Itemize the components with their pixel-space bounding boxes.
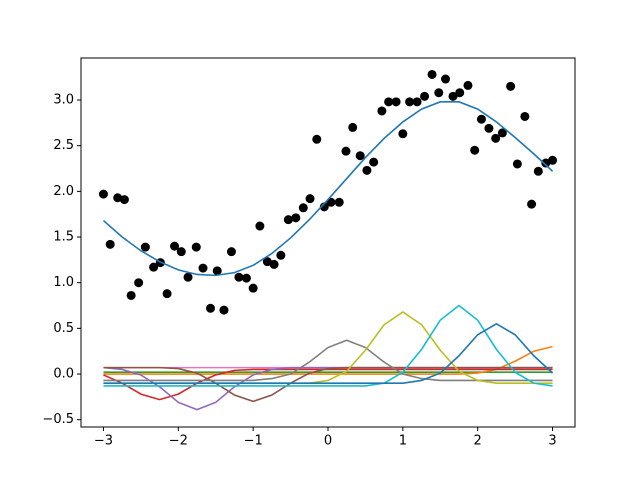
point (162, 289, 172, 299)
point (398, 129, 408, 139)
point (548, 155, 558, 165)
point (219, 305, 229, 315)
point (448, 91, 458, 101)
point (269, 259, 279, 269)
x-tick-label: −1 (244, 434, 263, 449)
point (183, 272, 193, 282)
point (476, 114, 486, 124)
point (126, 290, 136, 300)
point (491, 133, 501, 143)
point (506, 81, 516, 91)
point (198, 263, 208, 273)
line (103, 366, 553, 403)
x-tick-label: −2 (169, 434, 188, 449)
point (427, 69, 437, 79)
point (412, 97, 422, 107)
point (262, 257, 272, 267)
point (455, 88, 465, 98)
point (205, 303, 215, 313)
point (420, 91, 430, 101)
point (255, 221, 265, 231)
point (484, 123, 494, 133)
point (291, 213, 301, 223)
point (226, 247, 236, 257)
point (391, 97, 401, 107)
point (384, 97, 394, 107)
point (470, 145, 480, 155)
point (276, 250, 286, 260)
y-tick-label: 0.5 (53, 321, 74, 336)
point (134, 278, 144, 288)
point (527, 199, 537, 209)
point (170, 241, 180, 251)
line (103, 368, 553, 401)
point (298, 203, 308, 213)
y-tick-label: 1.5 (53, 230, 74, 245)
y-tick-label: 2.5 (53, 138, 74, 153)
line (103, 322, 554, 384)
point (377, 106, 387, 116)
x-tick-label: 2 (474, 434, 482, 449)
point (405, 97, 415, 107)
point (312, 134, 322, 144)
point (520, 111, 530, 121)
point (176, 247, 186, 257)
point (497, 128, 507, 138)
point (319, 202, 329, 212)
point (105, 239, 115, 249)
point (234, 272, 244, 282)
x-tick-label: 3 (548, 434, 556, 449)
axes-frame (80, 57, 576, 428)
point (441, 74, 451, 84)
point (463, 80, 473, 90)
y-tick-label: 1.0 (53, 275, 74, 290)
point (119, 195, 129, 205)
y-tick-label: 3.0 (53, 93, 74, 108)
y-tick-label: 0.0 (53, 367, 74, 382)
y-tick-label: −0.5 (42, 412, 74, 427)
point (355, 151, 365, 161)
x-tick-label: 0 (324, 434, 332, 449)
point (348, 122, 358, 132)
line (102, 101, 554, 277)
point (362, 165, 372, 175)
point (212, 266, 222, 276)
point (113, 193, 123, 203)
point (191, 242, 201, 252)
point (541, 158, 551, 168)
point (305, 194, 315, 204)
point (341, 146, 351, 156)
point (512, 159, 522, 169)
y-tick-label: 2.0 (53, 184, 74, 199)
point (241, 273, 251, 283)
point (248, 283, 258, 293)
point (140, 242, 150, 252)
point (533, 166, 543, 176)
point (283, 215, 293, 225)
point (149, 262, 159, 272)
line (103, 345, 553, 375)
point (334, 197, 344, 207)
x-tick-label: −3 (94, 434, 113, 449)
point (326, 197, 336, 207)
point (98, 189, 108, 199)
x-tick-label: 1 (399, 434, 407, 449)
point (434, 88, 444, 98)
line (103, 304, 553, 387)
point (369, 157, 379, 167)
